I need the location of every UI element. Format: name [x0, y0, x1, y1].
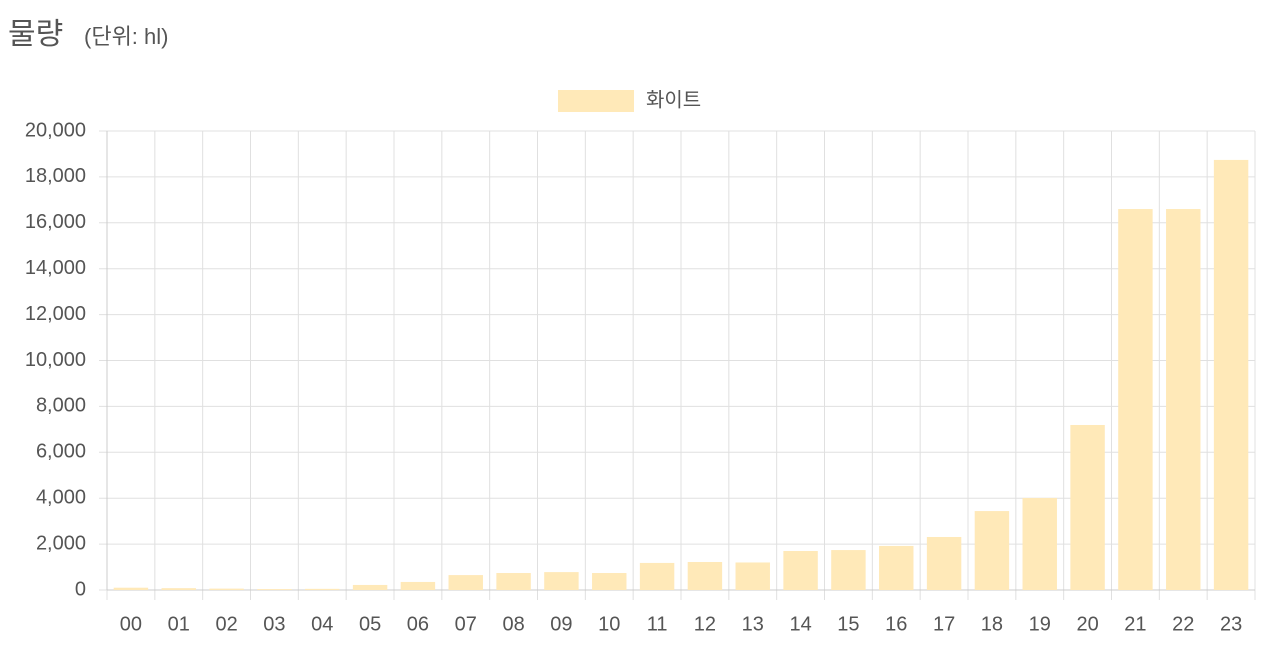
x-tick-label: 13 [742, 613, 764, 635]
bar [831, 550, 866, 590]
x-tick-label: 19 [1029, 613, 1051, 635]
x-tick-label: 08 [502, 613, 524, 635]
x-tick-label: 20 [1076, 613, 1098, 635]
bar [783, 550, 818, 590]
x-tick-label: 06 [407, 613, 429, 635]
x-tick-label: 12 [694, 613, 716, 635]
bar [352, 584, 388, 590]
bar [879, 545, 914, 590]
bar [639, 562, 675, 590]
x-tick-label: 10 [598, 613, 620, 635]
bar [257, 589, 292, 590]
bar [209, 588, 244, 590]
bar [735, 562, 770, 590]
y-tick-label: 10,000 [25, 349, 86, 371]
y-tick-label: 4,000 [36, 486, 86, 508]
y-tick-label: 16,000 [25, 211, 86, 233]
x-tick-label: 01 [168, 613, 190, 635]
x-tick-label: 22 [1172, 613, 1194, 635]
x-tick-label: 23 [1220, 613, 1242, 635]
bar [1213, 159, 1249, 591]
bar [400, 581, 436, 590]
chart-subtitle: (단위: hl) [84, 24, 168, 49]
x-tick-label: 04 [311, 613, 333, 635]
x-tick-label: 03 [263, 613, 285, 635]
legend-swatch [558, 90, 634, 112]
bar [1070, 424, 1105, 590]
bar [1118, 209, 1153, 590]
y-tick-label: 8,000 [36, 395, 86, 417]
x-tick-label: 15 [837, 613, 859, 635]
x-tick-label: 14 [789, 613, 811, 635]
x-tick-label: 21 [1124, 613, 1146, 635]
bar [448, 575, 483, 590]
bar [1166, 209, 1201, 590]
bar [974, 511, 1010, 590]
bar [496, 573, 531, 590]
bar [926, 536, 962, 590]
bar [161, 588, 196, 590]
chart-title: 물량 [8, 18, 63, 51]
bar [592, 573, 627, 590]
y-tick-label: 6,000 [36, 441, 86, 463]
bar [113, 587, 149, 590]
x-tick-label: 00 [120, 613, 142, 635]
x-tick-label: 02 [215, 613, 237, 635]
x-tick-label: 18 [981, 613, 1003, 635]
x-tick-label: 11 [647, 613, 668, 635]
legend-label: 화이트 [646, 88, 701, 111]
y-tick-label: 14,000 [25, 257, 86, 279]
y-tick-label: 20,000 [25, 119, 86, 141]
y-tick-label: 12,000 [25, 303, 86, 325]
x-tick-label: 05 [359, 613, 381, 635]
bar [544, 572, 579, 590]
x-tick-label: 07 [455, 613, 477, 635]
x-tick-label: 09 [550, 613, 572, 635]
y-tick-label: 2,000 [36, 532, 86, 554]
y-tick-label: 18,000 [25, 165, 86, 187]
bar [1022, 497, 1057, 590]
x-tick-label: 17 [933, 613, 955, 635]
y-tick-label: 0 [75, 578, 86, 600]
bar [687, 562, 723, 590]
x-tick-label: 16 [885, 613, 907, 635]
bar [305, 588, 340, 590]
